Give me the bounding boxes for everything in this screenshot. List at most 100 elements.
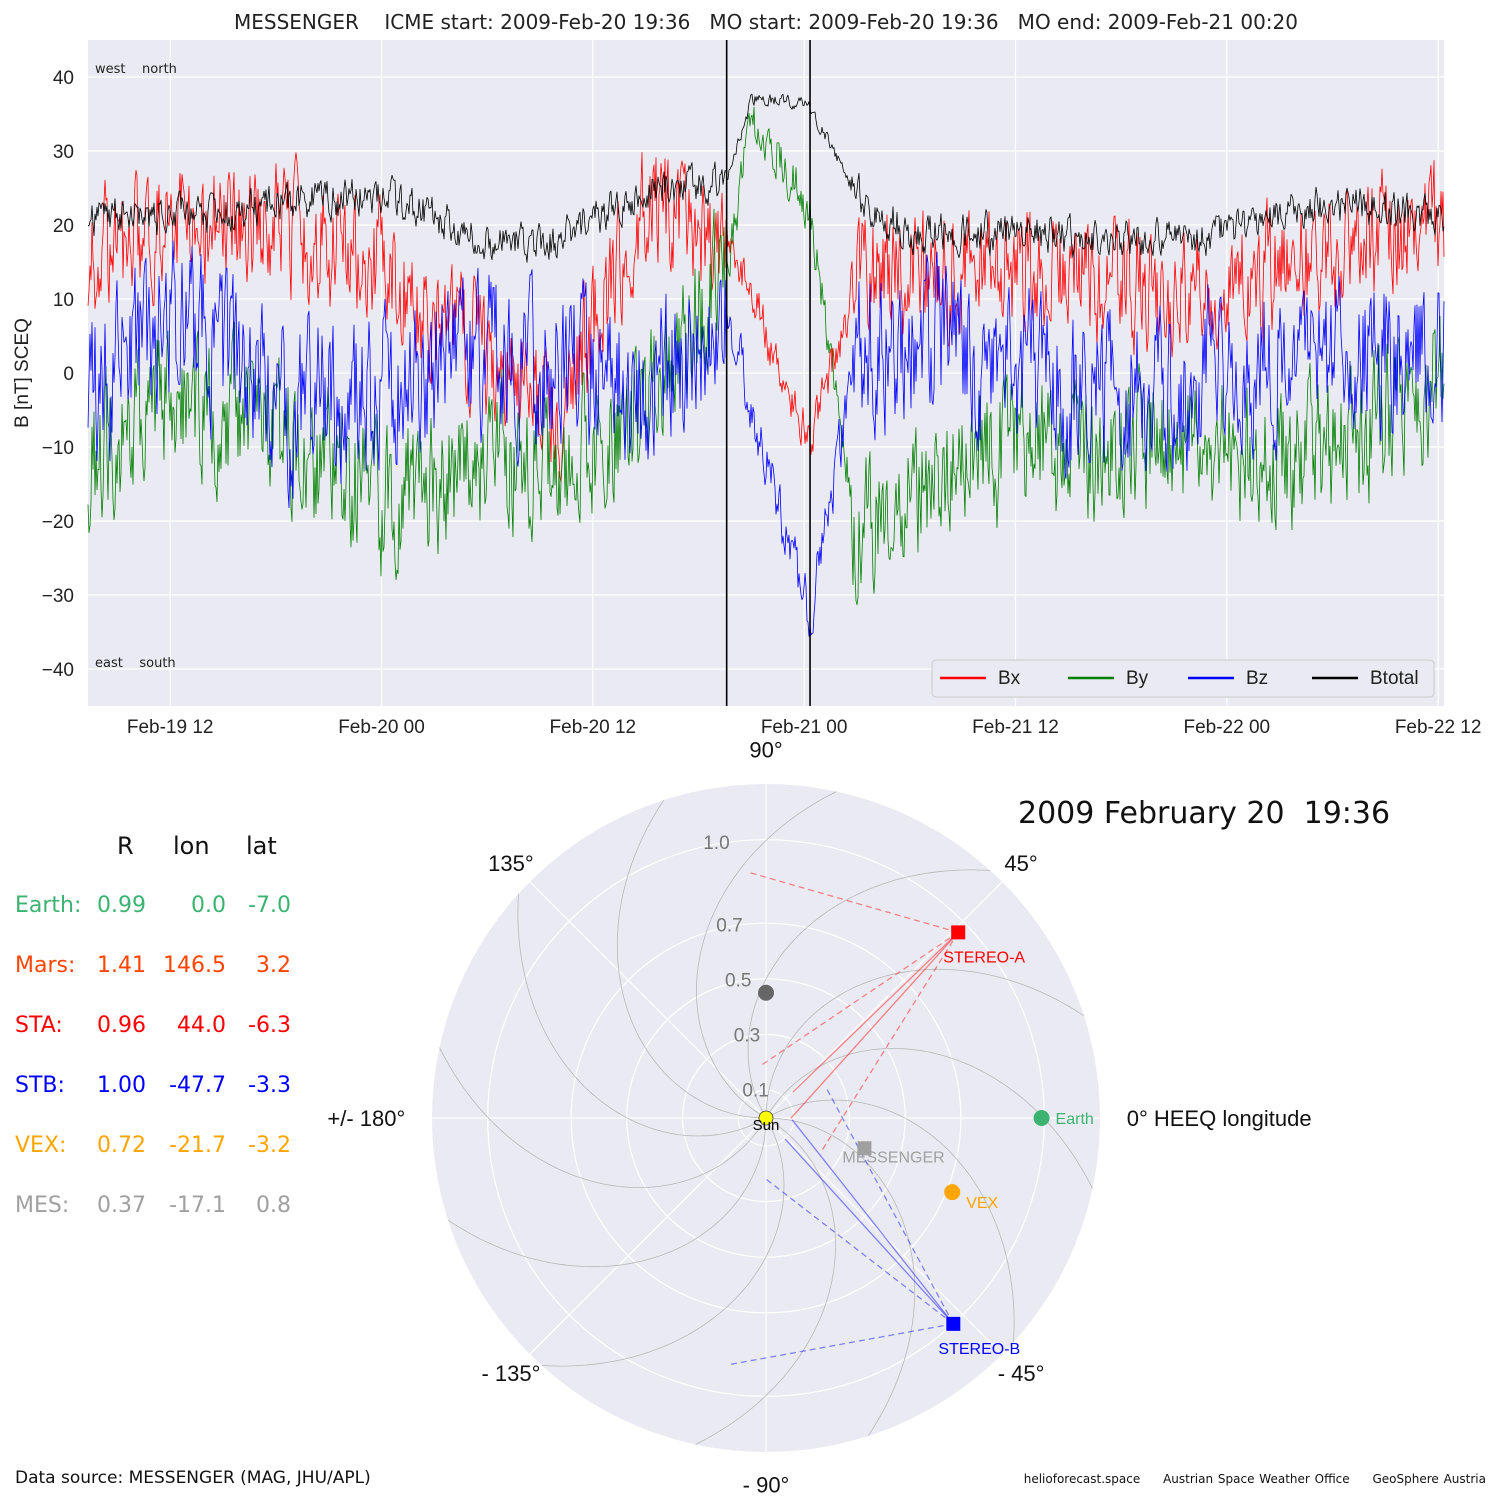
table-cell-label: STB: — [15, 1073, 65, 1098]
angle-label: - 45° — [998, 1361, 1045, 1386]
fov-line — [758, 931, 959, 1068]
legend: Bx By Bz Btotal — [931, 659, 1435, 698]
table-cell-lat: -6.3 — [248, 1013, 291, 1038]
radial-tick-label: 0.5 — [725, 971, 751, 992]
angular-gridline — [529, 881, 767, 1119]
table-cell-lon: 146.5 — [163, 953, 226, 978]
table-cell-R: 1.00 — [97, 1073, 146, 1098]
table-cell-label: VEX: — [15, 1133, 67, 1158]
x-tick-label: Feb-20 00 — [338, 717, 425, 738]
y-tick-label: −10 — [42, 438, 74, 459]
table-header-r: R — [117, 832, 134, 860]
y-tick-label: 20 — [53, 216, 74, 237]
parker-spiral — [432, 1118, 767, 1268]
polar-position-panel: 0.1 0.3 0.5 0.7 1.0 0° HEEQ longitude 45° 90° 1… — [327, 737, 1311, 1497]
stereo-b-marker — [946, 1316, 961, 1331]
series-line-by — [87, 106, 1445, 606]
angle-label: 0° HEEQ longitude — [1127, 1106, 1312, 1131]
magnetic-field-panel: −40 −30 −20 −10 0 10 20 30 40 Feb-19 12 Feb-20 00… — [12, 40, 1481, 738]
angular-gridline — [529, 1117, 767, 1355]
x-tick-label: Feb-21 12 — [972, 717, 1059, 738]
planet-markers: Sun Earth VEX MESSENGER STEREO-A STEREO-B — [753, 925, 1094, 1358]
event-lines — [725, 40, 811, 706]
fov-line — [792, 931, 959, 1093]
table-cell-lon: -47.7 — [169, 1073, 226, 1098]
series-group — [87, 93, 1445, 637]
angle-label: 135° — [488, 851, 534, 876]
angular-gridline — [765, 881, 1003, 1119]
sun-marker — [758, 1110, 774, 1126]
fov-line — [746, 871, 959, 934]
fov-line — [726, 1323, 954, 1366]
plot-grid — [88, 40, 1444, 706]
series-line-btotal — [87, 93, 1445, 263]
table-header-lon: lon — [173, 832, 210, 860]
parker-spiral — [616, 784, 766, 1119]
table-cell-lon: 44.0 — [177, 1013, 226, 1038]
y-tick-label: −30 — [42, 586, 74, 607]
angular-gridline — [765, 1117, 1003, 1355]
y-tick-label: −20 — [42, 512, 74, 533]
y-axis-label: B [nT] SCEQ — [12, 318, 33, 428]
data-source-note: Data source: MESSENGER (MAG, JHU/APL) — [15, 1468, 371, 1488]
stereo-b-label: STEREO-B — [938, 1341, 1020, 1358]
credit-helioforecast: helioforecast.space — [1023, 1472, 1141, 1486]
parker-spiral — [766, 1117, 916, 1452]
table-cell-label: Earth: — [15, 893, 82, 918]
table-cell-lon: -17.1 — [169, 1193, 226, 1218]
y-tick-label: −40 — [42, 660, 74, 681]
table-cell-lat: -3.3 — [248, 1073, 291, 1098]
y-tick-label: 40 — [53, 68, 74, 89]
series-line-bz — [87, 240, 1445, 637]
fov-line — [784, 1138, 954, 1325]
table-cell-lat: -7.0 — [248, 893, 291, 918]
chart-title: MESSENGER ICME start: 2009-Feb-20 19:36 … — [234, 10, 1298, 34]
radial-tick-label: 0.7 — [716, 916, 742, 937]
fov-line — [824, 1085, 954, 1325]
radial-tick-label: 0.1 — [742, 1081, 768, 1102]
angle-label: - 90° — [743, 1473, 790, 1498]
parker-spiral — [765, 1099, 1015, 1430]
parker-spirals — [432, 784, 1100, 1452]
legend-label-bx: Bx — [998, 668, 1021, 689]
parker-spiral — [747, 869, 1078, 1119]
angle-label: +/- 180° — [327, 1106, 405, 1131]
parker-spiral — [610, 1117, 836, 1452]
table-cell-R: 0.72 — [97, 1133, 146, 1158]
parker-spiral — [454, 1117, 785, 1367]
sun-label: Sun — [753, 1117, 780, 1134]
corner-label-top: west north — [95, 62, 177, 77]
legend-label-bz: Bz — [1246, 668, 1268, 689]
x-tick-label: Feb-20 12 — [550, 717, 637, 738]
table-cell-lon: 0.0 — [191, 893, 226, 918]
table-cell-R: 1.41 — [97, 953, 146, 978]
fov-line — [763, 1176, 954, 1325]
x-tick-label: Feb-22 00 — [1183, 717, 1270, 738]
parker-spiral — [517, 806, 767, 1137]
corner-label-bottom: east south — [95, 656, 176, 671]
stereo-a-label: STEREO-A — [943, 949, 1025, 966]
y-tick-label: 30 — [53, 142, 74, 163]
earth-label: Earth — [1056, 1111, 1094, 1128]
messenger-label: MESSENGER — [842, 1149, 944, 1166]
messenger-marker — [857, 1141, 872, 1156]
legend-label-by: By — [1126, 668, 1149, 689]
parker-spiral — [432, 962, 767, 1188]
table-cell-label: Mars: — [15, 953, 76, 978]
table-cell-lon: -21.7 — [169, 1133, 226, 1158]
table-cell-R: 0.96 — [97, 1013, 146, 1038]
table-cell-label: STA: — [15, 1013, 63, 1038]
x-tick-label: Feb-19 12 — [127, 717, 214, 738]
angle-labels: 0° HEEQ longitude 45° 90° 135° +/- 180° - 135… — [327, 737, 1311, 1497]
table-cell-R: 0.99 — [97, 893, 146, 918]
fov-line — [819, 932, 959, 1154]
angle-label: - 135° — [481, 1361, 540, 1386]
parker-spiral — [765, 968, 1100, 1118]
table-cell-R: 0.37 — [97, 1193, 146, 1218]
radial-tick-label: 0.3 — [734, 1026, 760, 1047]
legend-label-btotal: Btotal — [1370, 668, 1419, 689]
parker-spiral — [765, 1048, 1100, 1274]
vex-label: VEX — [966, 1195, 998, 1212]
polar-date-title: 2009 February 20 19:36 — [1018, 796, 1391, 831]
